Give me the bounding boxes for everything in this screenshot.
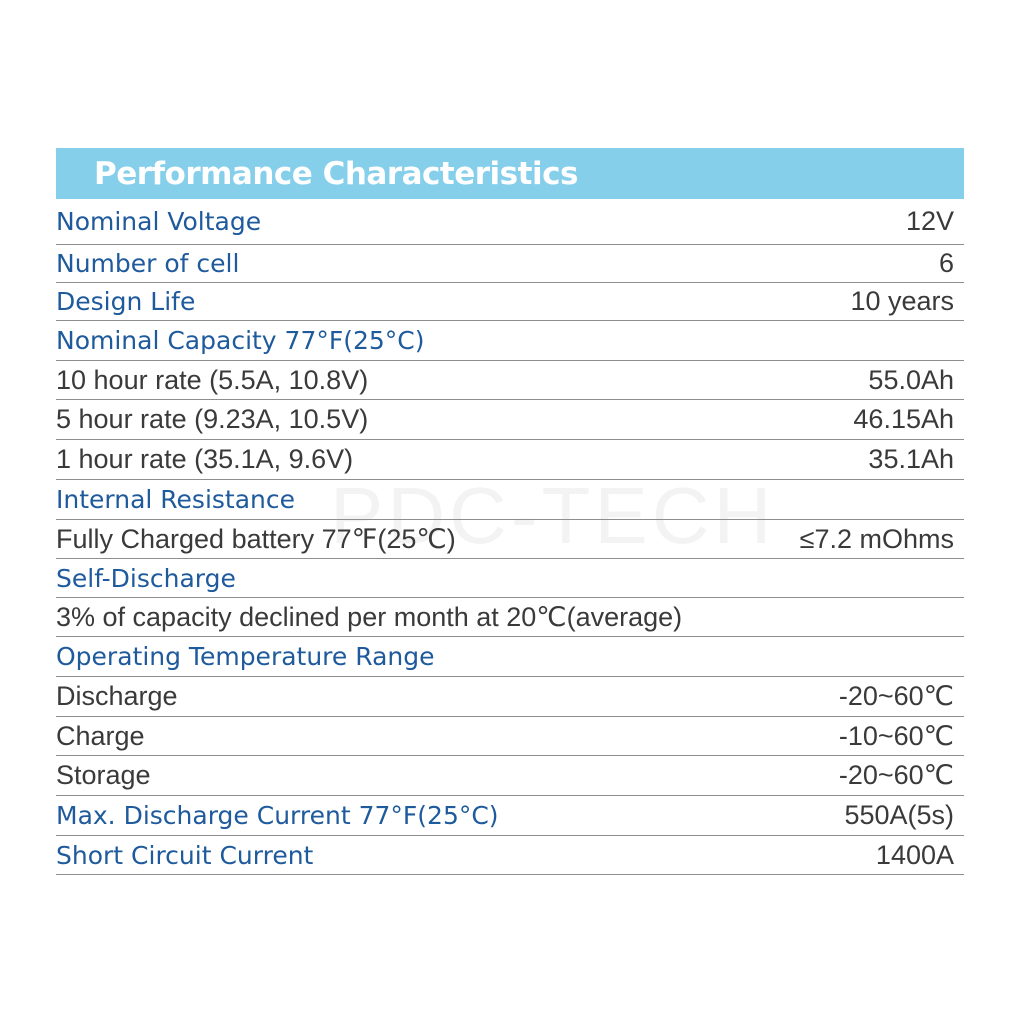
table-row: 5 hour rate (9.23A, 10.5V) 46.15Ah	[56, 400, 964, 440]
row-label: 3% of capacity declined per month at 20℃…	[56, 602, 682, 633]
table-row: Short Circuit Current 1400A	[56, 836, 964, 875]
section-label: Design Life	[56, 287, 195, 316]
table-header: Performance Characteristics	[56, 148, 964, 199]
table-row: 3% of capacity declined per month at 20℃…	[56, 598, 964, 637]
table-row: Charge -10~60℃	[56, 717, 964, 756]
table-row: Discharge -20~60℃	[56, 677, 964, 717]
performance-table: Performance Characteristics Nominal Volt…	[56, 148, 964, 875]
row-label: Discharge	[56, 681, 178, 712]
row-label: Charge	[56, 721, 145, 752]
table-row: Nominal Voltage 12V	[56, 199, 964, 245]
row-label: Storage	[56, 760, 151, 791]
table-row: Internal Resistance	[56, 480, 964, 520]
section-label: Internal Resistance	[56, 485, 295, 514]
row-value: 46.15Ah	[853, 404, 964, 435]
row-value: -20~60℃	[839, 760, 964, 791]
table-row: 1 hour rate (35.1A, 9.6V) 35.1Ah	[56, 440, 964, 480]
table-row: Max. Discharge Current 77°F(25°C) 550A(5s…	[56, 796, 964, 836]
table-row: Number of cell 6	[56, 245, 964, 283]
row-value: 550A(5s)	[844, 800, 964, 831]
row-value: 10 years	[850, 286, 964, 317]
row-value: -20~60℃	[839, 681, 964, 712]
row-label: Fully Charged battery 77℉(25℃)	[56, 524, 456, 555]
row-value: 55.0Ah	[868, 365, 964, 396]
table-row: Self-Discharge	[56, 559, 964, 598]
row-value: -10~60℃	[839, 721, 964, 752]
table-row: Operating Temperature Range	[56, 637, 964, 677]
section-label: Nominal Voltage	[56, 207, 261, 236]
row-value: 6	[939, 248, 964, 279]
row-label: 1 hour rate (35.1A, 9.6V)	[56, 444, 353, 475]
section-label: Self-Discharge	[56, 564, 236, 593]
section-label: Nominal Capacity 77°F(25°C)	[56, 326, 425, 355]
section-label: Max. Discharge Current 77°F(25°C)	[56, 801, 499, 830]
section-label: Short Circuit Current	[56, 841, 313, 870]
table-row: 10 hour rate (5.5A, 10.8V) 55.0Ah	[56, 361, 964, 400]
table-row: Nominal Capacity 77°F(25°C)	[56, 321, 964, 361]
row-value: 12V	[906, 206, 964, 237]
table-row: Design Life 10 years	[56, 283, 964, 321]
row-label: 10 hour rate (5.5A, 10.8V)	[56, 365, 368, 396]
section-label: Number of cell	[56, 249, 239, 278]
table-title: Performance Characteristics	[94, 156, 578, 192]
table-row: Fully Charged battery 77℉(25℃) ≤7.2 mOhms	[56, 520, 964, 559]
table-body: Nominal Voltage 12V Number of cell 6 Design …	[56, 199, 964, 875]
row-value: 1400A	[876, 840, 964, 871]
row-value: ≤7.2 mOhms	[800, 524, 964, 555]
section-label: Operating Temperature Range	[56, 642, 434, 671]
table-row: Storage -20~60℃	[56, 756, 964, 796]
row-label: 5 hour rate (9.23A, 10.5V)	[56, 404, 368, 435]
row-value: 35.1Ah	[868, 444, 964, 475]
